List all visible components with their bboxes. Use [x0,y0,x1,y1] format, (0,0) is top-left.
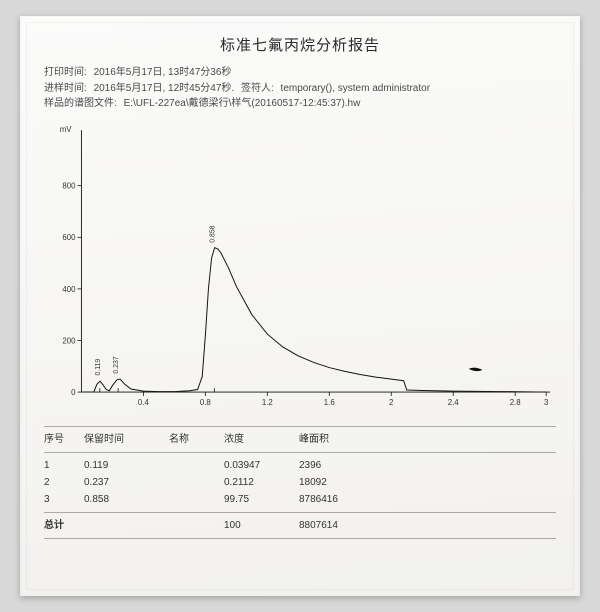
meta-value: 2016年5月17日, 13时47分36秒 [94,67,232,78]
svg-text:0.8: 0.8 [200,397,212,406]
col-header: 名称 [169,431,224,448]
results-table: 序号 保留时间 名称 浓度 峰面积 10.1190.03947239620.23… [44,426,556,539]
svg-text:0.4: 0.4 [138,397,150,406]
meta-label: 打印时间: [44,67,87,78]
table-cell: 3 [44,491,84,508]
svg-text:mV: mV [60,125,73,134]
meta-value: 2016年5月17日, 12时45分47秒. [94,83,235,94]
svg-text:0.858: 0.858 [209,225,216,242]
svg-text:3: 3 [544,397,549,406]
table-cell: 0.119 [84,457,169,474]
meta-line-inject-time: 进样时间: 2016年5月17日, 12时45分47秒. 签符人: tempor… [44,81,556,97]
total-area: 8807614 [299,517,384,534]
svg-text:400: 400 [62,284,76,293]
svg-text:800: 800 [62,181,76,190]
table-cell: 0.237 [84,474,169,491]
svg-text:200: 200 [62,336,76,345]
svg-text:0.119: 0.119 [95,358,102,375]
table-row: 20.237 0.211218092 [44,474,556,491]
table-cell: 99.75 [224,491,299,508]
table-cell [169,457,224,474]
col-header: 浓度 [224,431,299,448]
meta-label: 签符人: [241,83,274,94]
table-cell: 0.2112 [224,474,299,491]
table-body: 10.1190.03947239620.2370.21121809230.858… [44,457,556,508]
table-row: 30.858 99.758786416 [44,491,556,508]
svg-text:2: 2 [389,397,393,406]
meta-label: 样品的谱图文件: [44,98,117,109]
meta-line-file: 样品的谱图文件: E:\UFL-227ea\戴德梁行\样气(20160517-1… [44,96,556,112]
svg-text:2.8: 2.8 [510,397,522,406]
meta-value: E:\UFL-227ea\戴德梁行\样气(20160517-12:45:37).… [124,98,361,109]
chromatogram-chart: mV 0 200 400 600 800 0.4 0.8 1.2 1.6 2 2.4 2.8 3 0.119… [44,118,556,418]
table-cell: 18092 [299,474,384,491]
table-cell [169,491,224,508]
report-title: 标准七氟丙烷分析报告 [44,34,556,55]
table-total-row: 总计 100 8807614 [44,517,556,534]
divider [44,426,556,427]
meta-label: 进样时间: [44,83,87,94]
meta-block: 打印时间: 2016年5月17日, 13时47分36秒 进样时间: 2016年5… [44,65,556,112]
svg-text:2.4: 2.4 [448,397,460,406]
total-conc: 100 [224,517,299,534]
meta-value: temporary(), system administrator [281,83,430,94]
svg-text:0: 0 [71,388,76,397]
table-cell: 2 [44,474,84,491]
total-label: 总计 [44,517,84,534]
table-header-row: 序号 保留时间 名称 浓度 峰面积 [44,431,556,448]
col-header: 保留时间 [84,431,169,448]
svg-text:0.237: 0.237 [113,356,120,373]
divider [44,512,556,513]
table-cell: 2396 [299,457,384,474]
table-cell: 0.858 [84,491,169,508]
col-header: 峰面积 [299,431,384,448]
report-page: 标准七氟丙烷分析报告 打印时间: 2016年5月17日, 13时47分36秒 进… [20,16,580,596]
table-cell [169,474,224,491]
divider [44,452,556,453]
svg-text:600: 600 [62,233,76,242]
table-cell: 1 [44,457,84,474]
col-header: 序号 [44,431,84,448]
svg-text:1.6: 1.6 [324,397,336,406]
meta-line-print-time: 打印时间: 2016年5月17日, 13时47分36秒 [44,65,556,81]
table-cell: 8786416 [299,491,384,508]
divider [44,538,556,539]
svg-text:1.2: 1.2 [262,397,273,406]
chart-svg: mV 0 200 400 600 800 0.4 0.8 1.2 1.6 2 2.4 2.8 3 0.119… [44,118,556,418]
table-row: 10.119 0.039472396 [44,457,556,474]
table-cell: 0.03947 [224,457,299,474]
